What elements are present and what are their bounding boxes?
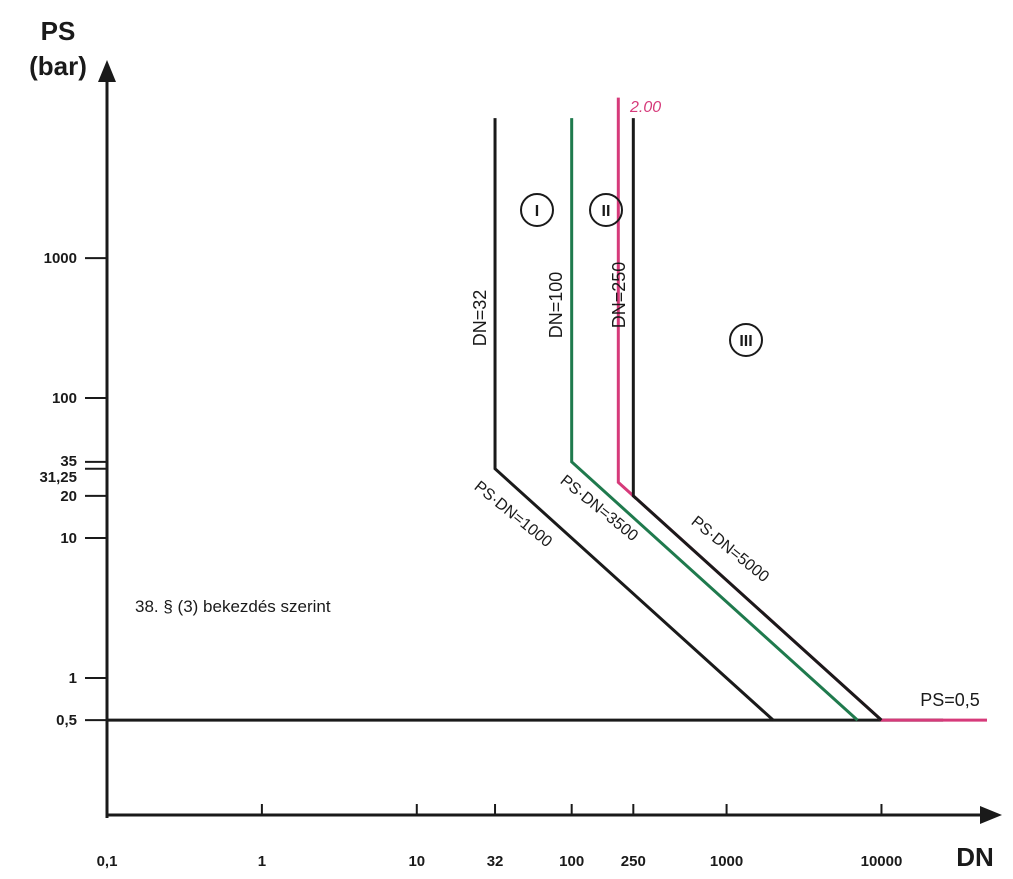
y-tick-label: 1000 — [44, 250, 77, 267]
x-tick-label: 1 — [258, 853, 266, 870]
series-label: DN=250 — [609, 262, 629, 329]
region-circle — [729, 323, 763, 357]
y-tick-label: 10 — [60, 530, 77, 547]
annotation: 38. § (3) bekezdés szerint — [135, 597, 331, 616]
y-tick-label: 31,25 — [39, 469, 77, 486]
series-line — [631, 118, 883, 722]
y-axis-title: PS — [41, 16, 76, 46]
x-tick-label: 10000 — [861, 853, 903, 870]
y-tick-label: 35 — [60, 453, 77, 470]
annotation: PS·DN=5000 — [688, 513, 772, 586]
y-axis-title: (bar) — [29, 51, 87, 81]
y-tick-label: 100 — [52, 390, 77, 407]
region-label: II — [602, 203, 611, 220]
series-label: DN=100 — [546, 272, 566, 339]
x-axis-title: DN — [956, 842, 994, 872]
series-line — [570, 118, 859, 722]
x-tick-label: 1000 — [710, 853, 743, 870]
x-tick-label: 0,1 — [97, 853, 118, 870]
x-tick-label: 100 — [559, 853, 584, 870]
annotation: PS·DN=1000 — [471, 478, 555, 551]
region-circle — [589, 193, 623, 227]
x-axis-arrow — [980, 806, 1002, 824]
x-tick-label: 250 — [621, 853, 646, 870]
x-tick-label: 10 — [408, 853, 425, 870]
y-tick-label: 20 — [60, 488, 77, 505]
series-line — [616, 97, 987, 722]
series-label: 2.00 — [629, 99, 661, 116]
y-tick-label: 0,5 — [56, 712, 77, 729]
series-label: PS=0,5 — [920, 690, 980, 710]
region-label: III — [739, 333, 752, 350]
series-line — [493, 118, 775, 722]
region-circle — [520, 193, 554, 227]
region-label: I — [535, 203, 539, 220]
y-axis-arrow — [98, 60, 116, 82]
x-tick-label: 32 — [487, 853, 504, 870]
series-label: DN=32 — [470, 290, 490, 347]
y-tick-label: 1 — [69, 670, 77, 687]
